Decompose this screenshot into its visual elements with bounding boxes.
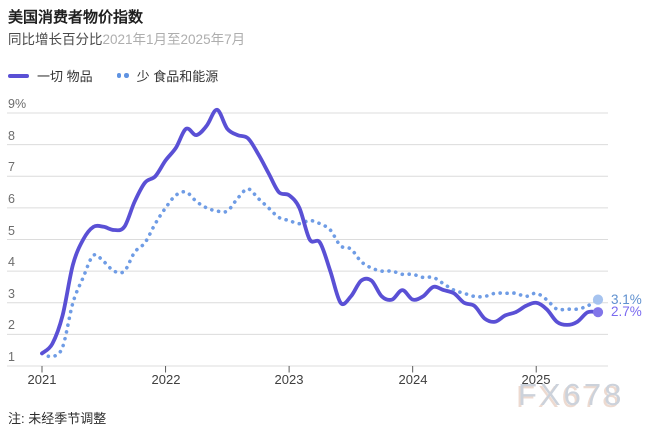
line-end-marker <box>592 307 604 318</box>
legend-label-core: 少 食品和能源 <box>136 69 219 84</box>
y-axis-label: 9% <box>8 97 27 111</box>
y-axis-label: 7 <box>8 160 15 174</box>
watermark: FX678 <box>518 377 625 412</box>
page-title: 美国消费者物价指数 <box>8 9 144 26</box>
y-axis-label: 5 <box>8 224 15 238</box>
footnote: 注: 未经季节调整 <box>8 411 107 426</box>
solid-line-swatch-icon <box>8 73 29 78</box>
line-end-marker <box>592 294 604 305</box>
x-axis-label: 2023 <box>274 372 304 387</box>
core-cpi-dotted-line <box>40 187 600 359</box>
x-axis-label: 2024 <box>398 372 428 387</box>
end-value-label-all-items: 2.7% <box>611 304 642 319</box>
end-value-label-core: 3.1% <box>611 292 642 307</box>
x-axis-label: 2022 <box>151 372 181 387</box>
x-axis-label: 2021 <box>27 372 57 387</box>
y-axis-label: 2 <box>8 318 15 332</box>
all-items-line <box>40 107 600 356</box>
y-axis-label: 6 <box>8 192 15 206</box>
y-axis-label: 3 <box>8 287 15 301</box>
subtitle-date-range: 2021年1月至2025年7月 <box>102 32 246 47</box>
subtitle-metric: 同比增长百分比 <box>8 32 103 47</box>
y-axis-label: 4 <box>8 255 15 269</box>
legend-item-all-items: 一切 物品 <box>8 66 93 85</box>
legend-item-core: 少 食品和能源 <box>116 66 219 85</box>
chart-legend: 一切 物品 少 食品和能源 <box>8 66 218 85</box>
chart-subtitle: 同比增长百分比2021年1月至2025年7月 <box>8 28 245 48</box>
legend-label-all-items: 一切 物品 <box>37 69 93 84</box>
y-axis-label: 1 <box>8 350 15 364</box>
x-axis-label: 2025 <box>521 372 551 387</box>
y-axis-label: 8 <box>8 129 15 143</box>
dotted-line-swatch-icon <box>116 73 129 78</box>
